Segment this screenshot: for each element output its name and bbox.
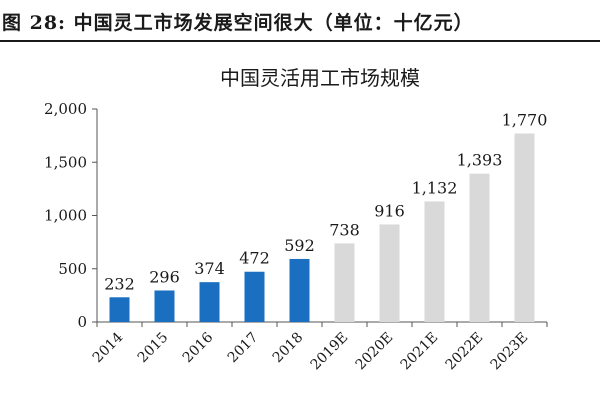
category-label: 2016 [180,329,217,366]
value-label: 232 [104,274,135,293]
bar [469,173,490,322]
header-rule [0,40,600,42]
bar [199,282,220,322]
value-label: 592 [284,236,315,255]
chart-title: 中国灵活用工市场规模 [220,66,420,90]
bar [289,258,310,322]
value-label: 1,132 [412,178,458,197]
bar [514,133,535,322]
bar [109,297,130,322]
category-label: 2020E [353,330,397,374]
category-label: 2022E [443,330,487,374]
bar [379,224,400,322]
value-label: 472 [239,249,270,268]
value-label: 1,393 [457,151,503,170]
value-label: 296 [149,267,180,286]
figure-title: 图 28: 中国灵工市场发展空间很大（单位：十亿元） [2,12,474,34]
bar [334,243,355,322]
category-label: 2017 [225,330,262,367]
figure-header: 图 28: 中国灵工市场发展空间很大（单位：十亿元） [0,0,600,42]
chart-bars [109,133,535,322]
category-label: 2019E [308,330,352,374]
category-label: 2023E [488,330,532,374]
value-label: 916 [374,201,405,220]
bar [154,290,175,322]
value-label: 1,770 [502,110,548,129]
y-tick-label: 2,000 [44,100,87,118]
value-label: 374 [194,259,225,278]
value-label: 738 [329,220,360,239]
y-tick-label: 500 [58,260,87,278]
bar [244,271,265,322]
y-tick-label: 1,000 [44,207,87,225]
y-tick-label: 1,500 [44,153,87,171]
category-label: 2014 [90,329,127,366]
category-label: 2021E [398,330,442,374]
category-label: 2018 [270,330,307,367]
bar [424,201,445,322]
y-tick-label: 0 [77,313,87,331]
category-label: 2015 [135,330,172,367]
